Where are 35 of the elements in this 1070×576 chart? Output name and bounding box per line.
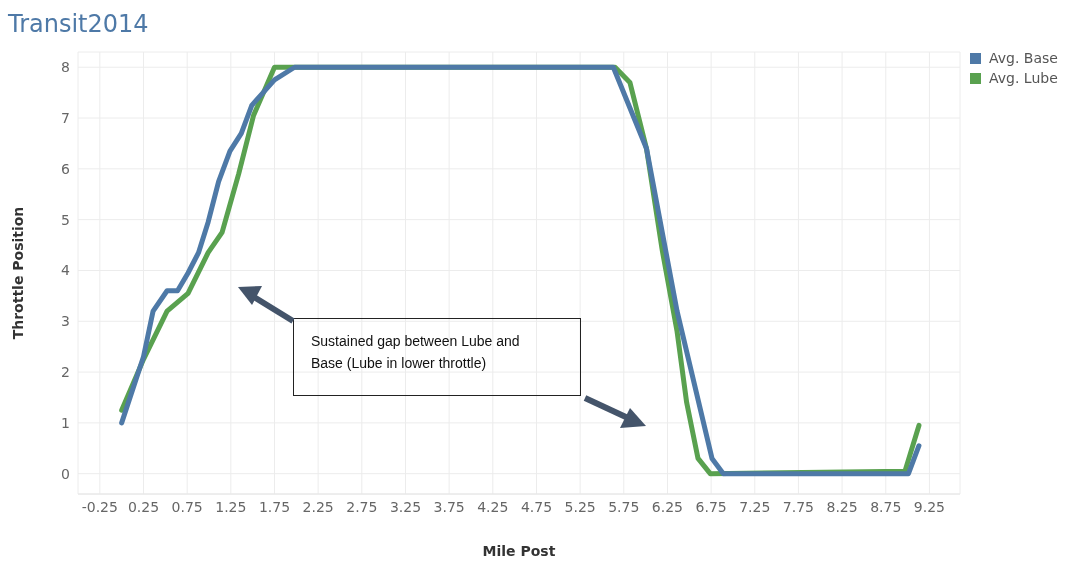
y-tick-label: 3 <box>61 313 70 330</box>
x-tick-label: 0.25 <box>127 498 160 515</box>
x-tick-label: 8.25 <box>826 498 858 515</box>
x-tick-label: 0.75 <box>171 498 203 515</box>
x-tick-label: -0.25 <box>81 498 118 515</box>
y-tick-label: 7 <box>61 110 70 127</box>
y-axis-title: Throttle Position <box>9 206 26 340</box>
x-tick-label: 6.75 <box>695 498 727 515</box>
x-tick-label: 1.75 <box>258 498 291 515</box>
x-tick-label: 7.25 <box>739 498 771 515</box>
x-tick-label: 3.25 <box>389 498 422 515</box>
x-tick-label: 1.25 <box>215 498 247 515</box>
x-tick-label: 2.75 <box>346 498 378 515</box>
x-tick-label: 7.75 <box>782 498 815 515</box>
y-tick-label: 6 <box>61 160 71 177</box>
x-tick-label: 9.25 <box>913 498 946 515</box>
y-tick-label: 0 <box>61 465 70 482</box>
x-tick-label: 8.75 <box>870 498 902 515</box>
y-tick-label: 8 <box>61 59 70 76</box>
y-tick-label: 5 <box>61 211 70 228</box>
x-axis-title: Mile Post <box>482 543 556 559</box>
x-tick-label: 5.75 <box>608 498 640 515</box>
y-tick-label: 4 <box>61 262 71 279</box>
legend-label: Avg. Lube <box>989 70 1058 86</box>
x-tick-label: 2.25 <box>302 498 334 515</box>
legend-label: Avg. Base <box>989 50 1058 66</box>
x-tick-label: 3.75 <box>433 498 465 515</box>
x-tick-label: 4.25 <box>477 498 509 515</box>
y-tick-label: 2 <box>61 364 70 381</box>
y-tick-label: 1 <box>61 414 70 431</box>
chart-title: Transit2014 <box>8 10 149 38</box>
x-tick-label: 4.75 <box>520 498 553 515</box>
x-tick-label: 5.25 <box>564 498 596 515</box>
annotation: Sustained gap between Lube and Base (Lube in lower throttle) <box>311 332 521 373</box>
x-tick-label: 6.25 <box>651 498 684 515</box>
